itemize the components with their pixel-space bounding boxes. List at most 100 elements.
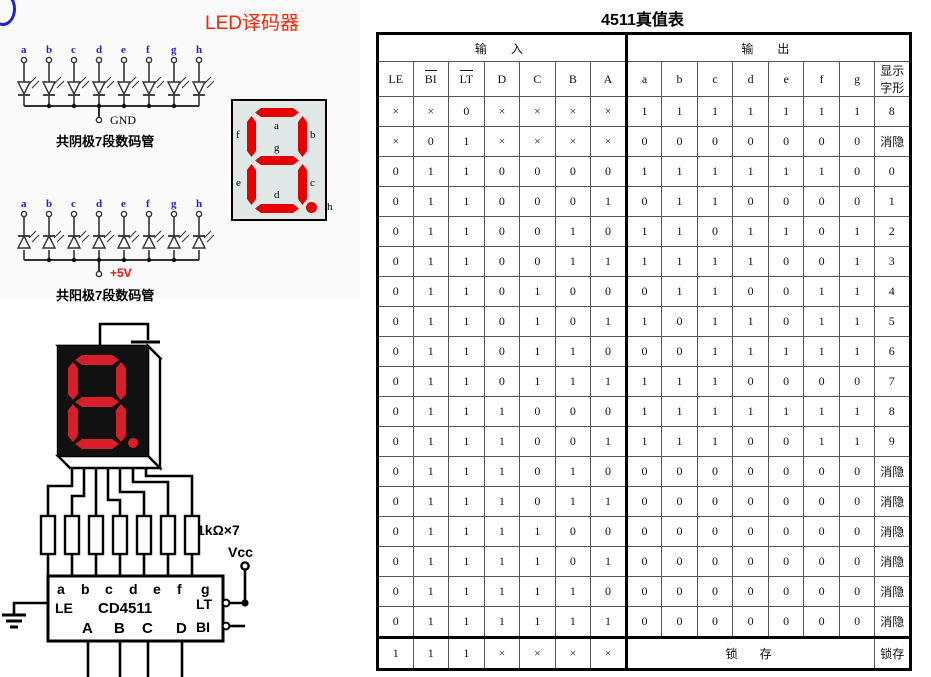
cell-output-b: 1 (661, 216, 698, 247)
cell-output-a: 1 (625, 396, 663, 427)
cell-input-le: 0 (377, 366, 414, 397)
cell-input-b: 0 (554, 306, 592, 337)
cc-pin-label-a: a (21, 44, 27, 56)
cell-output-e: 1 (767, 336, 805, 367)
cell-output-e: 0 (767, 426, 805, 457)
cell-display-shape: 6 (874, 336, 911, 367)
cell-output-merged: 锁 存 (625, 636, 876, 670)
decimal-point-label: h (327, 201, 333, 213)
segment-c (298, 164, 307, 205)
cell-output-a: 1 (625, 366, 663, 397)
cell-output-e: 0 (767, 576, 805, 607)
cell-output-c: 0 (696, 576, 734, 607)
ca-pin-label-h: h (196, 198, 203, 210)
cell-output-b: 1 (661, 426, 698, 457)
cell-input-lt: 1 (448, 306, 485, 337)
cell-input-d: × (483, 126, 521, 157)
cell-input-le: 0 (377, 546, 414, 577)
cell-output-e: 0 (767, 186, 805, 217)
cell-output-a: 1 (625, 246, 663, 277)
supply-voltage-label: +5V (110, 266, 132, 280)
corner-arc-decoration (0, 0, 16, 26)
ca-pin-label-g: g (171, 198, 177, 210)
cell-input-lt: 1 (448, 606, 485, 638)
cell-output-f: 1 (803, 96, 840, 127)
cell-input-d: 1 (483, 486, 521, 517)
cell-output-g: 1 (838, 246, 876, 277)
cell-output-a: 0 (625, 336, 663, 367)
cell-input-d: 1 (483, 426, 521, 457)
common-anode-diagram (16, 210, 214, 278)
cell-input-bi: 1 (412, 456, 450, 487)
segment-label-f: f (236, 129, 240, 141)
cell-output-a: 0 (625, 456, 663, 487)
gnd-label: GND (110, 113, 136, 127)
cell-output-c: 1 (696, 336, 734, 367)
cell-output-g: 1 (838, 306, 876, 337)
cell-output-b: 0 (661, 336, 698, 367)
cell-output-a: 1 (625, 306, 663, 337)
cell-input-a: 0 (590, 456, 628, 487)
cell-input-le: × (377, 126, 414, 157)
chip-out-label-b: b (81, 581, 90, 597)
cell-input-bi: 1 (412, 486, 450, 517)
cell-display-shape: 2 (874, 216, 911, 247)
table-row: 0 1 1 1 1 0 0 0 0 0 0 0 0 0 消隐 (377, 516, 911, 547)
table-row: × 0 1 × × × × 0 0 0 0 0 0 0 消隐 (377, 126, 911, 157)
cell-display-shape: 4 (874, 276, 911, 307)
col-header-out-a: a (625, 61, 663, 97)
segment-label-d: d (274, 189, 280, 201)
cell-input-bi: 1 (412, 516, 450, 547)
cc-pin-label-f: f (146, 44, 150, 56)
chip-in-label-A: A (82, 620, 93, 637)
cell-input-a: 0 (590, 276, 628, 307)
cell-input-lt: 0 (448, 96, 485, 127)
cell-output-f: 0 (803, 486, 840, 517)
cell-input-bi: 1 (412, 576, 450, 607)
cc-pin-label-g: g (171, 44, 177, 56)
cell-output-e: 0 (767, 366, 805, 397)
cell-input-le: 1 (377, 636, 414, 670)
chip-out-label-g: g (201, 581, 210, 597)
cell-input-lt: 1 (448, 426, 485, 457)
segment-e (247, 164, 256, 205)
chip-out-label-d: d (129, 581, 138, 597)
display-segment-f (68, 362, 78, 400)
cell-input-le: 0 (377, 216, 414, 247)
chip-pin-label-lt: LT (196, 596, 213, 612)
ca-pin-label-e: e (121, 198, 126, 210)
cell-input-lt: 1 (448, 576, 485, 607)
cell-output-g: 0 (838, 156, 876, 187)
cell-output-e: 1 (767, 396, 805, 427)
cell-output-g: 0 (838, 546, 876, 577)
resistor-value-label: 1kΩ×7 (197, 522, 240, 538)
cell-input-b: 0 (554, 396, 592, 427)
cell-output-e: 0 (767, 306, 805, 337)
chip-in-label-B: B (114, 620, 125, 637)
cell-output-f: 0 (803, 606, 840, 638)
cell-input-c: 0 (519, 396, 556, 427)
cell-input-a: 1 (590, 426, 628, 457)
cell-output-a: 0 (625, 546, 663, 577)
cell-input-b: 1 (554, 486, 592, 517)
cell-input-c: 1 (519, 366, 556, 397)
cell-input-bi: 1 (412, 546, 450, 577)
cell-input-a: 0 (590, 516, 628, 547)
cell-output-g: 1 (838, 276, 876, 307)
cell-input-lt: 1 (448, 486, 485, 517)
cell-input-le: 0 (377, 516, 414, 547)
cell-output-b: 0 (661, 486, 698, 517)
cell-output-g: 0 (838, 486, 876, 517)
col-header-bi: BI (412, 61, 450, 97)
ca-pin-label-b: b (46, 198, 53, 210)
cell-input-c: 0 (519, 156, 556, 187)
cell-output-b: 0 (661, 606, 698, 638)
cell-input-le: 0 (377, 606, 414, 638)
cell-output-f: 0 (803, 366, 840, 397)
cell-input-c: 1 (519, 576, 556, 607)
cell-input-le: 0 (377, 576, 414, 607)
cell-input-lt: 1 (448, 156, 485, 187)
cell-output-c: 1 (696, 366, 734, 397)
cell-input-lt: 1 (448, 636, 485, 670)
segment-g (255, 156, 299, 165)
